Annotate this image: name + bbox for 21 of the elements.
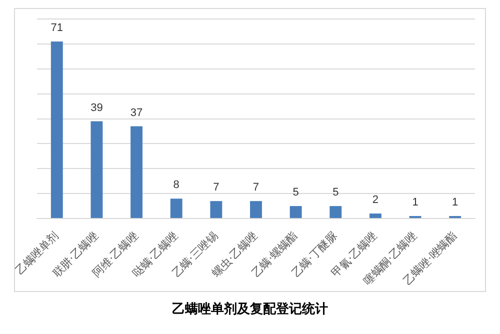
data-label: 1 [452, 196, 458, 209]
data-label: 8 [173, 179, 180, 192]
data-label: 5 [292, 186, 299, 199]
data-label: 71 [50, 22, 64, 34]
bar [90, 121, 103, 218]
data-label: 39 [90, 102, 103, 114]
bar [210, 201, 222, 218]
bar [250, 201, 262, 218]
data-label: 7 [252, 182, 260, 194]
bar [330, 206, 342, 218]
data-label: 37 [130, 106, 143, 119]
text: 乙螨唑单剂及复配登记统计 [171, 300, 329, 318]
bar [50, 41, 63, 218]
data-label: 5 [332, 186, 339, 199]
data-label: 2 [372, 194, 379, 206]
data-label: 7 [213, 182, 220, 194]
data-label: 1 [412, 196, 418, 209]
bar [170, 198, 182, 218]
bar [130, 126, 143, 218]
bar [290, 206, 302, 218]
bar [369, 214, 382, 218]
